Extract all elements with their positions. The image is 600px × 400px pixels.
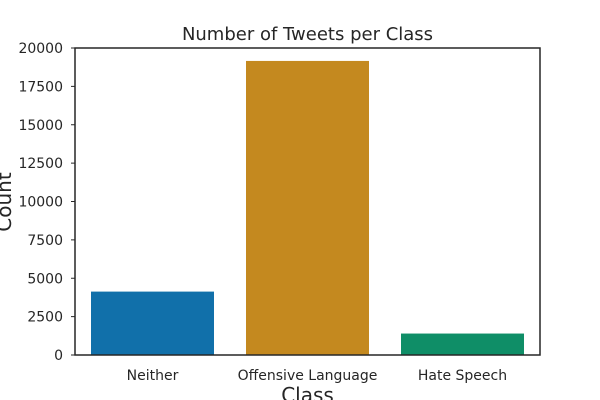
x-tick-label: Hate Speech — [418, 368, 507, 384]
y-ticks: 0 2500 5000 7500 10000 12500 15000 17500 20000 — [18, 41, 75, 364]
bars — [90, 59, 525, 356]
x-axis-label: Class — [281, 383, 334, 400]
bar-hate-speech — [400, 332, 525, 356]
bar-offensive-language — [245, 59, 370, 356]
y-tick-label: 5000 — [27, 271, 63, 287]
y-tick-label: 10000 — [18, 195, 63, 211]
y-tick-label: 0 — [54, 348, 63, 364]
x-tick-label: Offensive Language — [238, 368, 378, 384]
x-tick-label: Neither — [127, 368, 179, 384]
x-ticks: Neither Offensive Language Hate Speech — [127, 368, 507, 384]
y-tick-label: 17500 — [18, 79, 63, 95]
y-axis-label: Count — [0, 172, 16, 232]
y-tick-label: 12500 — [18, 156, 63, 172]
y-tick-label: 2500 — [27, 310, 63, 326]
bar-neither — [90, 290, 215, 356]
y-tick-label: 20000 — [18, 41, 63, 57]
y-tick-label: 15000 — [18, 118, 63, 134]
chart-title: Number of Tweets per Class — [182, 24, 433, 45]
y-tick-label: 7500 — [27, 233, 63, 249]
